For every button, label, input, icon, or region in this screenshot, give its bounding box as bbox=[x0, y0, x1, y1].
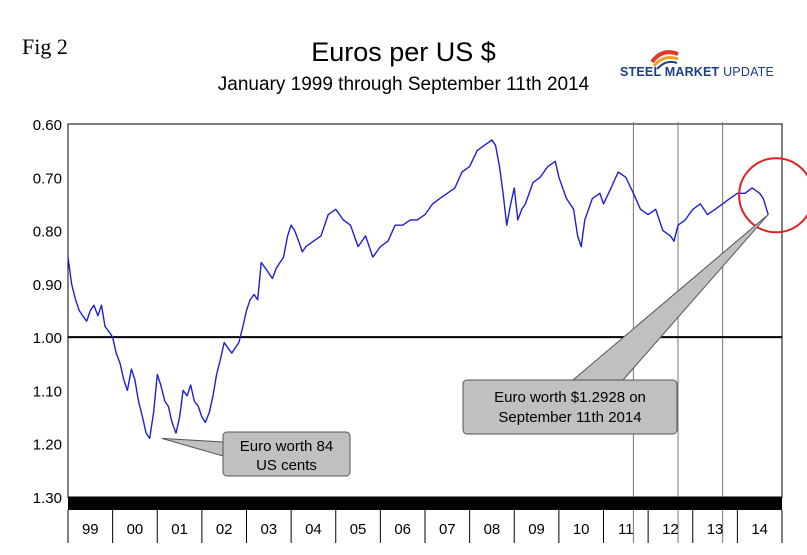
logo-text: STEEL MARKET UPDATE bbox=[620, 65, 774, 79]
y-tick-label: 0.60 bbox=[33, 117, 62, 134]
y-tick-label: 0.80 bbox=[33, 224, 62, 241]
x-tick-label: 10 bbox=[573, 521, 590, 538]
series-line bbox=[67, 139, 769, 440]
x-tick-label: 00 bbox=[127, 521, 144, 538]
callout-text: Euro worth 84 bbox=[240, 438, 333, 455]
x-tick-label: 08 bbox=[484, 521, 501, 538]
chart-subtitle: January 1999 through September 11th 2014 bbox=[217, 74, 590, 95]
x-tick-label: 04 bbox=[305, 521, 322, 538]
callout-text: September 11th 2014 bbox=[498, 409, 641, 426]
logo-text-bold: STEEL MARKET bbox=[620, 65, 720, 79]
callout-text: US cents bbox=[256, 457, 317, 474]
x-tick-label: 03 bbox=[260, 521, 277, 538]
logo-swirl-icon bbox=[650, 50, 679, 70]
x-tick-label: 99 bbox=[82, 521, 99, 538]
x-tick-label: 09 bbox=[528, 521, 545, 538]
logo-text-light: UPDATE bbox=[719, 65, 775, 79]
logo: STEEL MARKET UPDATE bbox=[612, 48, 792, 98]
x-tick-label: 07 bbox=[439, 521, 456, 538]
callout-box bbox=[222, 431, 351, 477]
x-tick-label: 06 bbox=[394, 521, 411, 538]
chart-title: Euros per US $ bbox=[311, 37, 496, 67]
x-tick-label: 11 bbox=[618, 521, 634, 538]
x-tick-label: 12 bbox=[662, 521, 679, 538]
highlight-circle bbox=[738, 157, 807, 234]
callout-text: Euro worth $1.2928 on bbox=[494, 389, 646, 406]
x-axis-band bbox=[68, 497, 782, 510]
callout-box bbox=[462, 379, 678, 435]
y-tick-label: 1.30 bbox=[33, 490, 62, 507]
figure-label: Fig 2 bbox=[22, 34, 68, 59]
x-tick-label: 05 bbox=[350, 521, 367, 538]
x-tick-label: 02 bbox=[216, 521, 233, 538]
y-tick-label: 0.70 bbox=[33, 170, 62, 187]
x-tick-label: 01 bbox=[171, 521, 188, 538]
x-tick-label: 13 bbox=[707, 521, 724, 538]
y-tick-label: 1.20 bbox=[33, 437, 62, 454]
callout-pointer bbox=[571, 214, 769, 381]
y-tick-label: 1.10 bbox=[33, 383, 62, 400]
x-tick-label: 14 bbox=[751, 521, 768, 538]
y-tick-label: 1.00 bbox=[33, 330, 62, 347]
callout-pointer bbox=[161, 437, 224, 457]
y-tick-label: 0.90 bbox=[33, 277, 62, 294]
